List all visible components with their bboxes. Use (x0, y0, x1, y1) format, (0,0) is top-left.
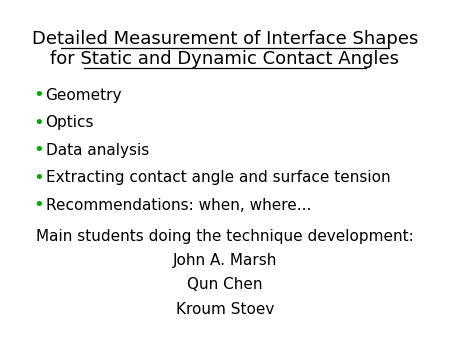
Text: Qun Chen: Qun Chen (187, 277, 263, 292)
Text: Optics: Optics (45, 115, 94, 130)
Text: Kroum Stoev: Kroum Stoev (176, 302, 274, 317)
Text: •: • (33, 114, 44, 132)
Text: •: • (33, 169, 44, 187)
Text: Main students doing the technique development:: Main students doing the technique develo… (36, 228, 414, 244)
Text: Extracting contact angle and surface tension: Extracting contact angle and surface ten… (45, 170, 390, 185)
Text: •: • (33, 141, 44, 159)
Text: John A. Marsh: John A. Marsh (173, 253, 277, 268)
Text: •: • (33, 196, 44, 214)
Text: Recommendations: when, where...: Recommendations: when, where... (45, 198, 311, 213)
Text: for Static and Dynamic Contact Angles: for Static and Dynamic Contact Angles (50, 50, 400, 68)
Text: Data analysis: Data analysis (45, 143, 149, 158)
Text: •: • (33, 86, 44, 104)
Text: Geometry: Geometry (45, 88, 122, 103)
Text: Detailed Measurement of Interface Shapes: Detailed Measurement of Interface Shapes (32, 30, 418, 48)
